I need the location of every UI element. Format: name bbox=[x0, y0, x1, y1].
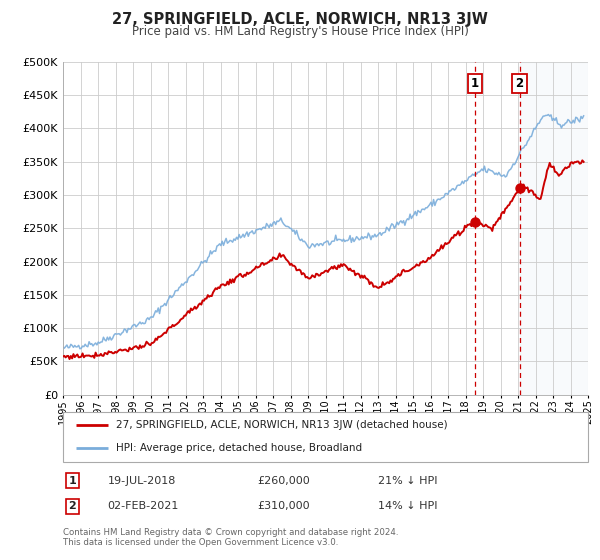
Text: 2: 2 bbox=[68, 501, 76, 511]
Text: 1: 1 bbox=[68, 475, 76, 486]
Text: 21% ↓ HPI: 21% ↓ HPI bbox=[378, 475, 437, 486]
Text: 27, SPRINGFIELD, ACLE, NORWICH, NR13 3JW (detached house): 27, SPRINGFIELD, ACLE, NORWICH, NR13 3JW… bbox=[115, 420, 447, 430]
Text: £260,000: £260,000 bbox=[257, 475, 310, 486]
Text: 2: 2 bbox=[515, 77, 524, 90]
Bar bbox=[520, 62, 588, 395]
Text: Price paid vs. HM Land Registry's House Price Index (HPI): Price paid vs. HM Land Registry's House … bbox=[131, 25, 469, 38]
Text: This data is licensed under the Open Government Licence v3.0.: This data is licensed under the Open Gov… bbox=[63, 538, 338, 547]
Text: 27, SPRINGFIELD, ACLE, NORWICH, NR13 3JW: 27, SPRINGFIELD, ACLE, NORWICH, NR13 3JW bbox=[112, 12, 488, 27]
Text: 19-JUL-2018: 19-JUL-2018 bbox=[107, 475, 176, 486]
Text: 02-FEB-2021: 02-FEB-2021 bbox=[107, 501, 179, 511]
Text: £310,000: £310,000 bbox=[257, 501, 310, 511]
Text: 14% ↓ HPI: 14% ↓ HPI bbox=[378, 501, 437, 511]
Text: HPI: Average price, detached house, Broadland: HPI: Average price, detached house, Broa… bbox=[115, 444, 362, 454]
Text: Contains HM Land Registry data © Crown copyright and database right 2024.: Contains HM Land Registry data © Crown c… bbox=[63, 528, 398, 536]
Text: 1: 1 bbox=[471, 77, 479, 90]
